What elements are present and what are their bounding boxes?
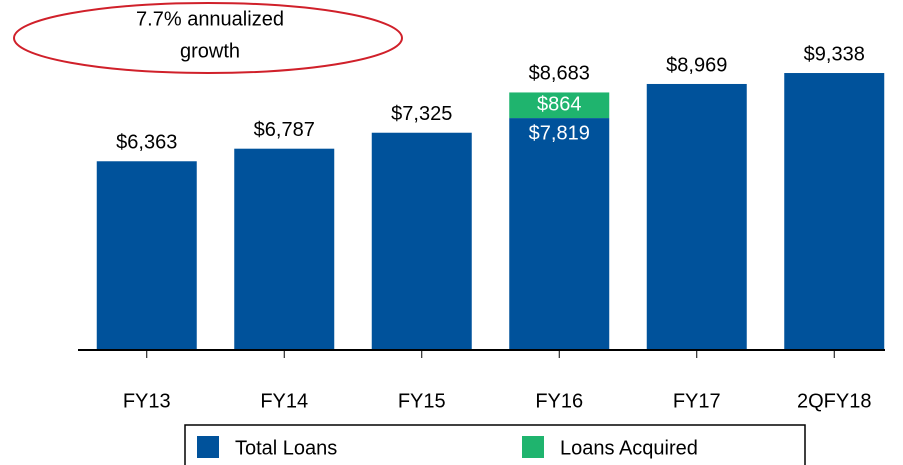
total-label: $8,969	[666, 54, 727, 76]
legend-swatch	[522, 436, 544, 458]
x-tick-label: FY16	[535, 390, 583, 412]
annotation-line: growth	[180, 40, 240, 62]
legend-label: Total Loans	[235, 437, 337, 459]
x-tick-label: FY17	[673, 390, 721, 412]
legend-swatch	[197, 436, 219, 458]
bar-segment	[234, 148, 335, 350]
legend-box	[184, 424, 806, 465]
x-tick-label: FY13	[123, 390, 171, 412]
bar-segment	[646, 83, 747, 350]
x-tick-label: 2QFY18	[797, 390, 871, 412]
total-label: $6,363	[116, 132, 177, 154]
bar-segment	[509, 118, 610, 350]
bar-segment	[784, 73, 885, 350]
x-tick-label: FY15	[398, 390, 446, 412]
annotation-ellipse	[13, 2, 403, 74]
bar-segment	[509, 92, 610, 119]
total-label: $9,338	[804, 43, 865, 65]
bar-segment	[96, 161, 197, 350]
legend-label: Loans Acquired	[560, 437, 698, 459]
total-label: $6,787	[254, 119, 315, 141]
segment-label: $7,819	[529, 122, 590, 144]
segment-label: $864	[537, 94, 582, 116]
annotation-line: 7.7% annualized	[136, 8, 284, 30]
bar-segment	[371, 132, 472, 350]
total-label: $7,325	[391, 103, 452, 125]
total-label: $8,683	[529, 63, 590, 85]
x-tick-label: FY14	[260, 390, 308, 412]
